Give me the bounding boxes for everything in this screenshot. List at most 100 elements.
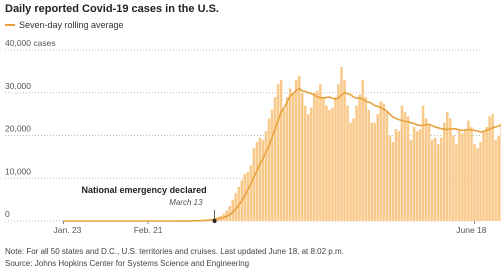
bar <box>370 122 374 221</box>
bar <box>282 109 286 221</box>
bar <box>340 67 343 221</box>
bar <box>455 144 458 221</box>
bar <box>322 97 325 221</box>
bar <box>303 105 307 221</box>
bar <box>255 141 259 221</box>
bar <box>430 139 434 221</box>
x-tick-label: Jan. 23 <box>54 225 82 235</box>
y-tick-label: 40,000 cases <box>5 38 56 48</box>
bar <box>343 79 346 221</box>
y-tick-label: 20,000 <box>5 124 31 134</box>
annotation-dot <box>212 219 217 223</box>
bar <box>409 139 413 221</box>
bars <box>68 67 501 222</box>
bar <box>334 97 337 221</box>
bar <box>385 111 389 221</box>
bar <box>439 137 443 221</box>
bar <box>394 129 398 221</box>
bar <box>361 79 364 221</box>
annotation-label: National emergency declared <box>82 185 207 195</box>
bar <box>470 126 473 221</box>
bar <box>379 101 383 221</box>
bar <box>376 114 380 221</box>
bar <box>473 144 476 221</box>
bar <box>391 141 395 221</box>
bar <box>349 122 352 221</box>
bar <box>388 135 392 221</box>
bar <box>246 171 250 221</box>
bar <box>228 206 231 221</box>
bar <box>400 105 404 221</box>
bar <box>297 75 301 222</box>
bar <box>485 126 488 221</box>
bar <box>337 84 340 221</box>
bar <box>461 133 464 221</box>
annotation-date: March 13 <box>169 198 203 207</box>
bar <box>446 111 449 221</box>
bar <box>382 103 386 221</box>
y-tick-label: 10,000 <box>5 166 31 176</box>
bar <box>358 94 361 221</box>
bar <box>325 105 328 221</box>
bar <box>367 109 370 221</box>
x-tick-label: Feb. 21 <box>134 225 163 235</box>
bar <box>231 199 235 221</box>
bar <box>424 118 428 221</box>
bar <box>307 114 310 221</box>
bar <box>264 131 268 221</box>
bar <box>243 173 247 221</box>
bar <box>258 137 262 221</box>
bar <box>464 129 467 221</box>
bar <box>267 118 271 221</box>
bar <box>443 122 446 221</box>
bar <box>397 131 401 221</box>
bar <box>479 141 482 221</box>
bar <box>279 79 283 221</box>
bar <box>458 131 461 221</box>
bar <box>270 109 274 221</box>
bar <box>436 144 440 221</box>
bar <box>497 135 500 221</box>
bar <box>249 165 253 221</box>
bar <box>252 148 256 221</box>
x-tick-label: June 18 <box>456 225 487 235</box>
bar <box>294 79 298 221</box>
bar <box>476 148 479 221</box>
bar <box>403 111 407 221</box>
bar <box>288 88 292 221</box>
bar <box>313 92 316 221</box>
bar <box>234 193 238 221</box>
bar <box>328 109 331 221</box>
bar <box>406 116 410 221</box>
bar <box>261 139 265 221</box>
bar <box>291 92 295 221</box>
bar <box>421 105 425 221</box>
bar <box>449 118 452 221</box>
bar <box>364 97 367 221</box>
bar <box>276 84 280 221</box>
bar <box>373 122 377 221</box>
chart-title: Daily reported Covid-19 cases in the U.S… <box>5 3 219 15</box>
y-tick-label: 0 <box>5 209 10 219</box>
note: Note: For all 50 states and D.C., U.S. t… <box>5 247 344 256</box>
bar <box>494 139 497 221</box>
bar <box>452 135 455 221</box>
y-tick-label: 30,000 <box>5 81 31 91</box>
bar <box>482 131 485 221</box>
bar <box>418 129 422 221</box>
bar <box>331 107 334 221</box>
bar <box>491 114 494 221</box>
bar <box>319 84 322 221</box>
source: Source: Johns Hopkins Center for Systems… <box>5 259 249 268</box>
bar <box>310 107 313 221</box>
bar <box>316 90 319 221</box>
bar <box>346 105 349 221</box>
bar <box>355 105 358 221</box>
bar <box>427 124 431 221</box>
bar <box>467 120 470 221</box>
average-line <box>63 87 501 222</box>
legend-label: Seven-day rolling average <box>19 20 124 30</box>
bar <box>433 137 437 221</box>
bar <box>285 97 289 221</box>
